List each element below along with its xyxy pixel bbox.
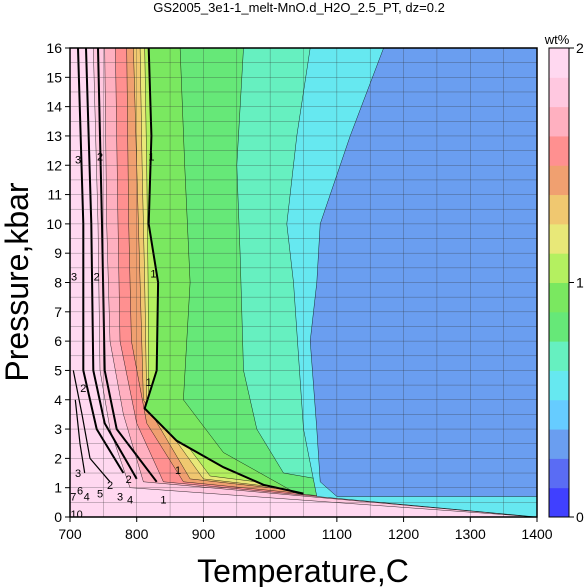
colorbar-segment	[549, 48, 569, 78]
colorbar-segment	[549, 399, 569, 430]
colorbar-title: wt%	[544, 32, 570, 47]
y-tick-label: 7	[54, 304, 62, 320]
y-tick-label: 0	[54, 509, 62, 525]
y-tick-label: 8	[54, 275, 62, 291]
colorbar-segment	[549, 370, 569, 401]
y-tick-label: 12	[46, 157, 62, 173]
y-tick-label: 10	[46, 216, 62, 232]
contour-label: 1	[146, 377, 152, 389]
y-tick-label: 13	[46, 128, 62, 144]
contour-label: 2	[94, 272, 100, 284]
contour-label: 1	[148, 151, 154, 163]
contour-label: 2	[97, 151, 103, 163]
chart-title: GS2005_3e1-1_melt-MnO.d_H2O_2.5_PT, dz=0…	[153, 0, 445, 15]
contour-label: 10	[71, 509, 83, 521]
contour-label: 2	[107, 480, 113, 492]
contour-label: 3	[75, 154, 81, 166]
y-tick-label: 9	[54, 245, 62, 261]
colorbar-segment	[549, 253, 569, 283]
colorbar-segment	[549, 429, 569, 459]
colorbar-segment	[549, 487, 569, 518]
y-tick-label: 2	[54, 450, 62, 466]
colorbar-segment	[549, 165, 569, 196]
colorbar-segment	[549, 223, 569, 254]
colorbar-segment	[549, 311, 569, 342]
contour-label: 5	[97, 489, 103, 501]
colorbar-tick-label: 0	[576, 509, 584, 525]
contour-label: 2	[126, 474, 132, 486]
x-tick-label: 1000	[255, 526, 286, 542]
colorbar-segment	[549, 135, 569, 166]
colorbar-segment	[549, 341, 569, 371]
contour-label: 4	[127, 494, 133, 506]
x-tick-label: 1100	[322, 526, 352, 542]
contour-label: 3	[75, 468, 81, 480]
contour-line-3	[72, 370, 111, 483]
y-axis-label: Pressure,kbar	[0, 182, 35, 382]
contour-label: 7	[70, 491, 76, 503]
colorbar-segment	[549, 194, 569, 225]
y-tick-label: 11	[47, 187, 62, 203]
x-tick-label: 1400	[521, 526, 552, 542]
y-tick-label: 5	[54, 362, 62, 378]
contour-label: 2	[80, 383, 86, 395]
x-tick-label: 900	[192, 526, 216, 542]
y-tick-label: 3	[54, 421, 62, 437]
colorbar-tick-label: 2	[576, 40, 584, 56]
contour-label: 3	[71, 272, 77, 284]
x-tick-label: 800	[125, 526, 149, 542]
y-tick-label: 1	[54, 480, 62, 496]
grid	[70, 48, 537, 517]
contour-label: 1	[175, 465, 181, 477]
colorbar-segment	[549, 282, 569, 313]
y-tick-label: 15	[46, 69, 62, 85]
y-tick-label: 14	[46, 99, 62, 115]
contour-label: 3	[117, 491, 123, 503]
contour-label: 1	[150, 269, 156, 281]
contour-label: 6	[77, 486, 83, 498]
x-tick-label: 700	[58, 526, 82, 542]
x-tick-label: 1200	[388, 526, 419, 542]
contour-label: 1	[160, 494, 166, 506]
colorbar-segment	[549, 77, 569, 108]
colorbar-segment	[549, 106, 569, 137]
colorbar-segment	[549, 458, 569, 489]
y-tick-label: 6	[54, 333, 62, 349]
colorbar-tick-label: 1	[576, 275, 584, 291]
x-axis-label: Temperature,C	[197, 553, 409, 587]
contour-label: 4	[84, 491, 90, 503]
y-tick-label: 16	[46, 40, 62, 56]
y-tick-label: 4	[54, 392, 62, 408]
x-tick-label: 1300	[455, 526, 486, 542]
